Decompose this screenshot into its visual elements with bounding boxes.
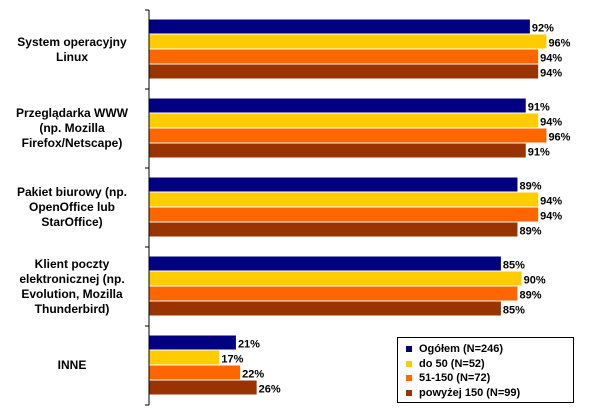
bar [149,192,539,207]
bar [149,301,501,316]
data-label: 85% [503,305,525,317]
legend-items: Ogółem (N=246) do 50 (N=52) 51-150 (N=72) p… [406,342,573,400]
bar [149,256,501,271]
bar [149,128,547,143]
data-label: 91% [528,147,550,159]
bar [149,113,539,128]
category-label: Przeglądarka WWW (np. Mozilla Firefox/Ne… [15,106,129,150]
data-label: 85% [503,260,525,272]
category-label: INNE [57,358,87,372]
legend-label: powyżej 150 (N=99) [419,386,521,399]
bar [149,350,220,365]
category-label: Klient poczty elektronicznej (np. Evolut… [19,256,125,316]
data-label: 94% [540,196,562,208]
bar [149,380,257,395]
legend-item: do 50 (N=52) [406,357,573,372]
data-label: 96% [548,132,570,144]
data-label: 90% [524,275,546,287]
data-label: 89% [519,181,541,193]
data-label: 96% [548,38,570,50]
bar [149,64,539,79]
category-label: System operacyjny Linux [17,34,127,64]
legend: Ogółem (N=246) do 50 (N=52) 51-150 (N=72) p… [397,337,574,403]
data-label: 89% [519,226,541,238]
bar [149,143,526,158]
data-label: 22% [242,369,264,381]
bar [149,271,522,286]
data-label: 94% [540,117,562,129]
data-label: 94% [540,211,562,223]
legend-label: 51-150 (N=72) [419,372,491,385]
category-label: Pakiet biurowy (np. OpenOffice lub StarO… [16,185,127,229]
data-label: 17% [221,354,243,366]
legend-label: do 50 (N=52) [419,357,485,370]
bar [149,207,539,222]
bar [149,365,241,380]
legend-swatch [406,346,412,353]
data-label: 21% [238,339,260,351]
legend-item: powyżej 150 (N=99) [406,386,573,401]
data-label: 94% [540,68,562,80]
bar [149,19,530,34]
bar [149,98,526,113]
legend-item: 51-150 (N=72) [406,371,573,386]
legend-swatch [406,375,412,382]
legend-item: Ogółem (N=246) [406,342,573,357]
legend-swatch [406,360,412,367]
bar [149,335,236,350]
bar [149,286,518,301]
data-label: 91% [528,102,550,114]
bar [149,177,518,192]
data-label: 26% [259,384,281,396]
bar [149,34,547,49]
legend-label: Ogółem (N=246) [419,343,504,356]
legend-swatch [406,389,412,396]
bar [149,49,539,64]
bar [149,222,518,237]
data-label: 92% [532,23,554,35]
data-label: 94% [540,53,562,65]
data-label: 89% [519,290,541,302]
